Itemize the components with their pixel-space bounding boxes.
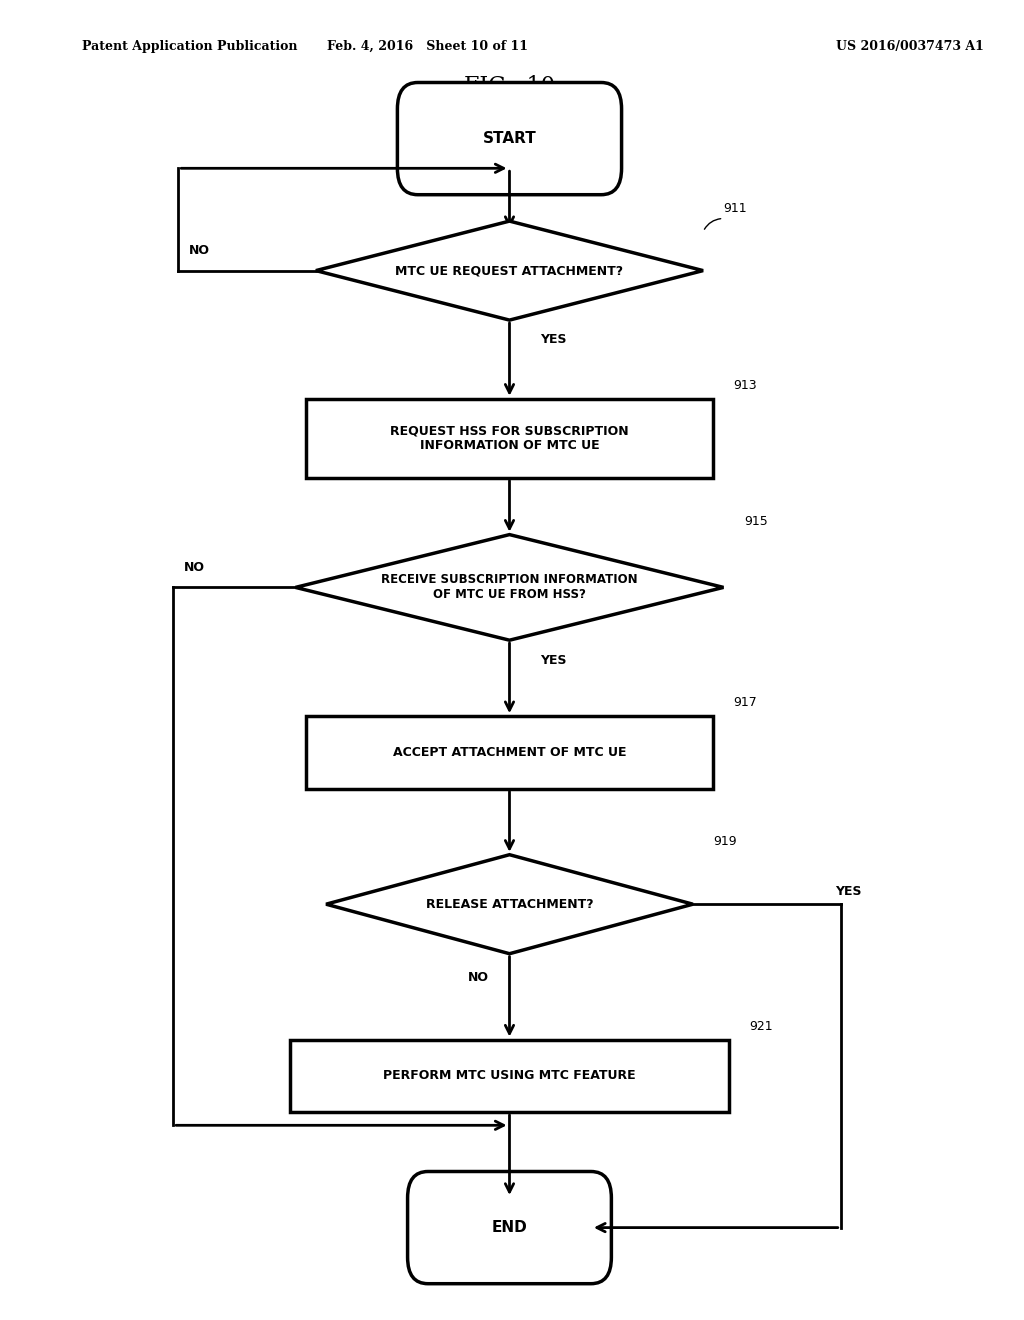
- Text: 915: 915: [743, 515, 768, 528]
- Bar: [291, 1040, 728, 1111]
- Text: Feb. 4, 2016   Sheet 10 of 11: Feb. 4, 2016 Sheet 10 of 11: [328, 40, 528, 53]
- FancyBboxPatch shape: [408, 1172, 611, 1283]
- Text: START: START: [482, 131, 537, 147]
- Text: 919: 919: [714, 836, 737, 849]
- FancyBboxPatch shape: [397, 82, 622, 195]
- Text: MTC UE REQUEST ATTACHMENT?: MTC UE REQUEST ATTACHMENT?: [395, 264, 624, 277]
- Text: 913: 913: [733, 379, 758, 392]
- Text: RECEIVE SUBSCRIPTION INFORMATION
OF MTC UE FROM HSS?: RECEIVE SUBSCRIPTION INFORMATION OF MTC …: [381, 573, 638, 602]
- Text: FIG.  10: FIG. 10: [464, 75, 555, 96]
- Text: Patent Application Publication: Patent Application Publication: [82, 40, 297, 53]
- Text: YES: YES: [836, 884, 862, 898]
- Bar: [306, 715, 714, 789]
- Text: 911: 911: [724, 202, 748, 214]
- Bar: [306, 399, 714, 478]
- Text: YES: YES: [540, 334, 566, 346]
- Polygon shape: [315, 220, 703, 319]
- Text: REQUEST HSS FOR SUBSCRIPTION
INFORMATION OF MTC UE: REQUEST HSS FOR SUBSCRIPTION INFORMATION…: [390, 424, 629, 453]
- Text: NO: NO: [188, 244, 210, 257]
- Text: 921: 921: [749, 1020, 772, 1032]
- Text: PERFORM MTC USING MTC FEATURE: PERFORM MTC USING MTC FEATURE: [383, 1069, 636, 1082]
- Text: US 2016/0037473 A1: US 2016/0037473 A1: [836, 40, 983, 53]
- Text: YES: YES: [540, 653, 566, 667]
- Text: RELEASE ATTACHMENT?: RELEASE ATTACHMENT?: [426, 898, 593, 911]
- Text: NO: NO: [468, 972, 489, 983]
- Text: 917: 917: [733, 697, 758, 710]
- Polygon shape: [296, 535, 724, 640]
- Text: ACCEPT ATTACHMENT OF MTC UE: ACCEPT ATTACHMENT OF MTC UE: [393, 746, 627, 759]
- Polygon shape: [326, 855, 693, 953]
- Text: END: END: [492, 1220, 527, 1236]
- Text: NO: NO: [183, 561, 205, 574]
